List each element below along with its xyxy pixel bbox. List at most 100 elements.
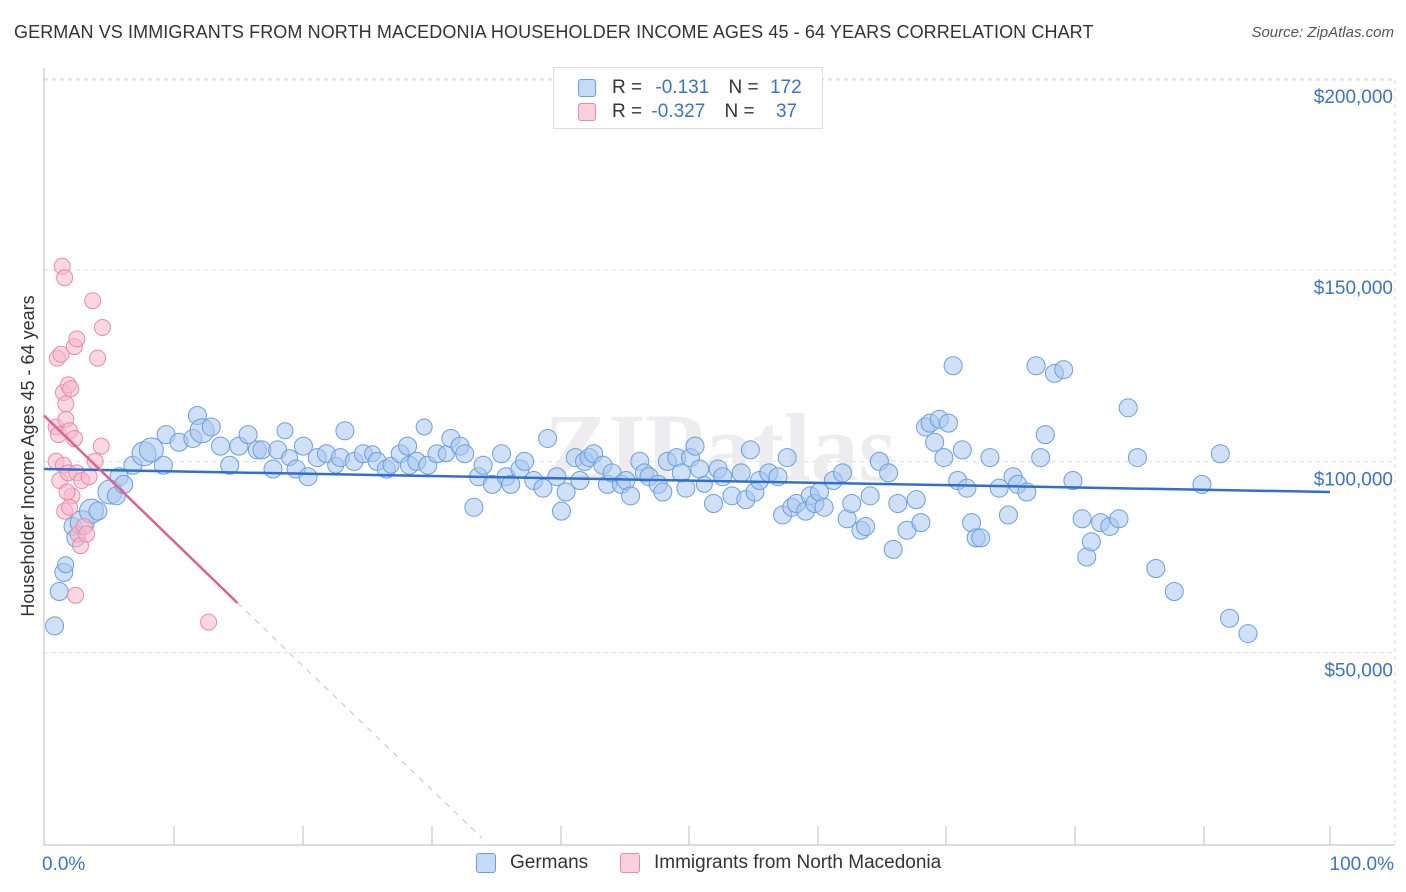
legend-label: Immigrants from North Macedonia <box>654 852 942 873</box>
germans-point <box>957 478 977 498</box>
legend-swatch-pink <box>578 103 596 121</box>
north-macedonia-point <box>56 269 74 287</box>
germans-point <box>833 463 853 483</box>
germans-point <box>939 413 958 433</box>
germans-point <box>888 493 908 513</box>
germans-trend-line <box>43 467 1331 494</box>
germans-point <box>676 478 696 498</box>
germans-point <box>879 463 899 483</box>
germans-point <box>570 471 590 491</box>
germans-point <box>551 501 571 521</box>
germans-point <box>1210 444 1230 464</box>
north-macedonia-point <box>52 345 70 363</box>
north-macedonia-point <box>89 349 107 367</box>
germans-point <box>925 432 945 452</box>
x-tick-label: 100.0% <box>1330 854 1395 875</box>
north-macedonia-point <box>92 437 110 455</box>
germans-point <box>556 482 576 502</box>
north-macedonia-point <box>200 613 218 631</box>
legend-label: Germans <box>510 852 589 873</box>
germans-point <box>238 425 258 445</box>
germans-point <box>980 448 1000 468</box>
germans-point <box>1026 356 1046 376</box>
north-macedonia-trend-line <box>43 414 239 604</box>
y-axis-label: Householder Income Ages 45 - 64 years <box>18 295 38 616</box>
germans-point <box>842 493 862 513</box>
germans-point <box>49 581 69 601</box>
germans-point <box>415 418 433 436</box>
source-credit: Source: ZipAtlas.com <box>1251 24 1394 41</box>
chart-title: GERMAN VS IMMIGRANTS FROM NORTH MACEDONI… <box>14 22 1094 42</box>
germans-point <box>455 444 475 464</box>
axes <box>43 68 1395 846</box>
germans-point <box>201 417 221 437</box>
trend-lines <box>43 414 1331 839</box>
germans-point <box>1031 448 1051 468</box>
germans-point <box>88 501 108 521</box>
germans-point <box>210 436 230 456</box>
germans-point <box>298 467 318 487</box>
germans-point <box>276 422 294 440</box>
germans-point <box>731 463 751 483</box>
north-macedonia-point <box>68 330 86 348</box>
germans-point <box>220 455 240 475</box>
germans-point <box>1220 608 1240 628</box>
germans-point <box>114 474 134 494</box>
germans-point <box>814 497 834 517</box>
germans-point <box>1054 360 1074 380</box>
germans-point <box>1081 532 1101 552</box>
germans-point <box>1146 559 1166 579</box>
germans-point <box>153 455 173 475</box>
n-value: 172 <box>769 77 802 98</box>
north-macedonia-point <box>86 452 104 470</box>
north-macedonia-point <box>62 380 80 398</box>
germans-point <box>998 505 1018 525</box>
germans-point <box>952 440 972 460</box>
germans-point <box>515 451 535 471</box>
germans-point <box>906 490 926 510</box>
germans-point <box>501 474 521 494</box>
germans-point <box>621 486 641 506</box>
germans-point <box>293 436 313 456</box>
germans-point <box>740 440 760 460</box>
germans-point <box>685 436 705 456</box>
y-tick-label: $50,000 <box>1324 661 1393 682</box>
germans-point <box>473 455 493 475</box>
germans-point <box>690 459 710 479</box>
germans-point <box>695 475 713 493</box>
germans-point <box>943 356 963 376</box>
germans-point <box>1109 509 1129 529</box>
germans-point <box>57 556 75 574</box>
germans-point <box>777 448 797 468</box>
germans-point <box>1072 509 1092 529</box>
germans-point <box>1035 425 1055 445</box>
germans-point <box>1238 624 1258 644</box>
germans-point <box>653 482 673 502</box>
germans-point <box>1118 398 1138 418</box>
north-macedonia-point <box>67 586 85 604</box>
germans-point <box>138 437 164 463</box>
germans-point <box>1127 448 1147 468</box>
y-tick-label: $200,000 <box>1314 87 1393 108</box>
germans-point <box>1063 471 1083 491</box>
x-tick-label: 0.0% <box>42 854 85 875</box>
north-macedonia-point <box>84 292 102 310</box>
germans-point <box>971 528 991 548</box>
r-value: -0.327 <box>651 101 706 122</box>
germans-point <box>398 436 418 456</box>
germans-point <box>464 497 484 517</box>
legend-swatch-blue <box>578 79 596 97</box>
r-label: R = <box>612 101 643 122</box>
y-tick-label: $100,000 <box>1314 469 1393 490</box>
legend-swatch-blue <box>476 853 496 873</box>
north-macedonia-point <box>61 498 79 516</box>
germans-point <box>883 539 903 559</box>
north-macedonia-trend-extension <box>237 602 483 839</box>
germans-point <box>934 448 954 468</box>
north-macedonia-point <box>57 395 75 413</box>
north-macedonia-point <box>78 525 96 543</box>
n-label: N = <box>728 77 759 98</box>
germans-point <box>45 616 65 636</box>
germans-point <box>492 444 512 464</box>
